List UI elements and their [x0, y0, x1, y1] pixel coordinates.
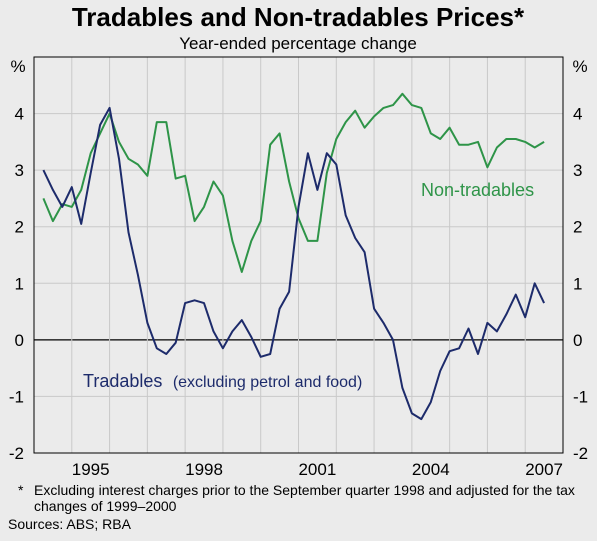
chart-title: Tradables and Non-tradables Prices* — [72, 2, 525, 32]
y-unit-left: % — [10, 57, 25, 76]
y-tick-right: 4 — [573, 105, 582, 124]
y-unit-right: % — [572, 57, 587, 76]
y-tick-right: 0 — [573, 331, 582, 350]
y-tick-right: 1 — [573, 274, 582, 293]
series-line-non-tradables — [42, 92, 545, 273]
y-tick-left: 3 — [15, 161, 24, 180]
grid-lines — [34, 57, 563, 453]
y-tick-left: 0 — [15, 331, 24, 350]
footnote-marker: * — [18, 482, 24, 498]
x-tick-label: 1998 — [185, 460, 223, 479]
y-tick-right: 3 — [573, 161, 582, 180]
y-tick-left: 1 — [15, 274, 24, 293]
y-tick-labels: -2 -2 -1 -1 0 0 1 1 2 2 3 3 4 4 — [9, 105, 588, 463]
chart-subtitle: Year-ended percentage change — [179, 34, 417, 53]
y-tick-right: 2 — [573, 218, 582, 237]
x-tick-labels: 1995 1998 2001 2004 2007 — [72, 460, 563, 479]
nontradables-label: Non-tradables — [421, 180, 534, 200]
x-tick-label: 1995 — [72, 460, 110, 479]
series-line-tradables — [42, 106, 546, 421]
tradables-label-main: Tradables — [83, 371, 162, 391]
x-tick-label: 2004 — [412, 460, 450, 479]
x-tick-label: 2001 — [298, 460, 336, 479]
chart: Tradables and Non-tradables Prices* Year… — [9, 2, 588, 479]
y-tick-right: -1 — [573, 387, 588, 406]
tradables-label-sub: (excluding petrol and food) — [173, 374, 362, 391]
series-lines — [42, 92, 546, 421]
y-tick-left: -1 — [9, 387, 24, 406]
y-tick-left: -2 — [9, 444, 24, 463]
x-tick-label: 2007 — [525, 460, 563, 479]
y-tick-left: 4 — [15, 105, 24, 124]
y-tick-left: 2 — [15, 218, 24, 237]
y-tick-right: -2 — [573, 444, 588, 463]
sources: Sources: ABS; RBA — [8, 516, 131, 532]
plot-frame — [33, 56, 564, 454]
footnote: * Excluding interest charges prior to th… — [8, 482, 593, 532]
footnote-text: Excluding interest charges prior to the … — [34, 482, 575, 514]
tradables-label: Tradables (excluding petrol and food) — [83, 371, 362, 391]
